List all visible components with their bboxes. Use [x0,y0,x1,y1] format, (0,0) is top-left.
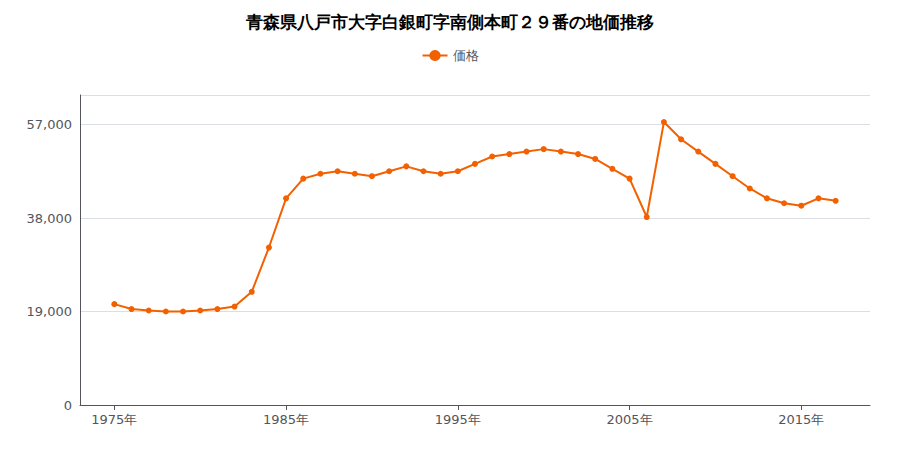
svg-text:38,000: 38,000 [27,211,73,226]
svg-text:2015年: 2015年 [778,412,824,427]
svg-text:2005年: 2005年 [607,412,653,427]
svg-text:1975年: 1975年 [91,412,137,427]
svg-text:0: 0 [64,398,72,413]
svg-text:価格: 価格 [453,48,479,63]
svg-text:19,000: 19,000 [27,304,73,319]
svg-text:1995年: 1995年 [435,412,481,427]
svg-text:1985年: 1985年 [263,412,309,427]
svg-text:57,000: 57,000 [27,117,73,132]
svg-text:青森県八戸市大字白銀町字南側本町２９番の地価推移: 青森県八戸市大字白銀町字南側本町２９番の地価推移 [245,12,654,32]
